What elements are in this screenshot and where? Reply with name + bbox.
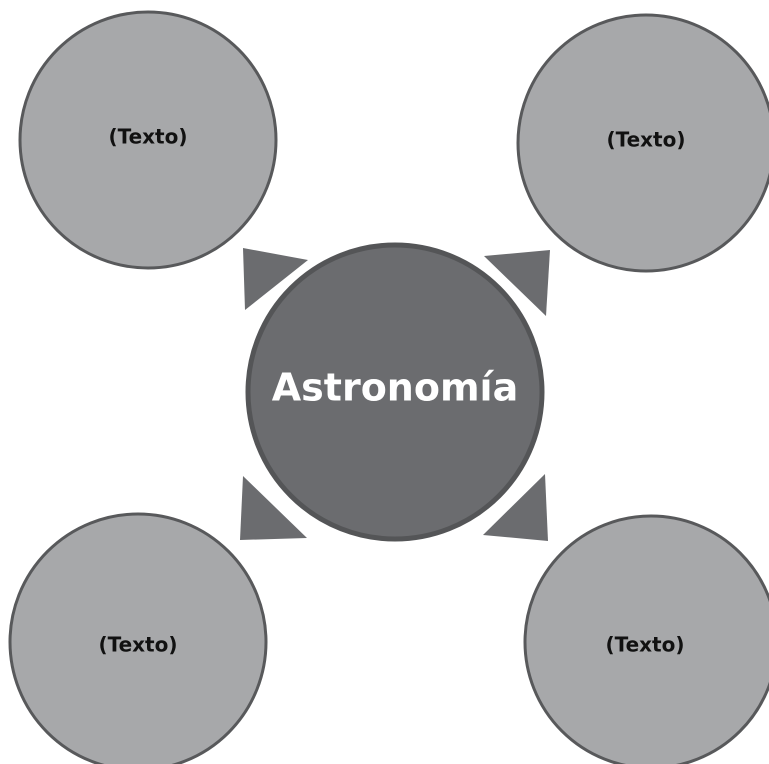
node-label: (Texto) [605,633,684,657]
arrow [243,248,308,310]
center-label: Astronomía [272,366,518,410]
node-circle [516,13,769,273]
node-circle [18,10,278,270]
node-label: (Texto) [98,633,177,657]
arrow [240,476,307,540]
arrow [483,474,548,541]
node-label: (Texto) [606,128,685,152]
node-circle [523,514,769,764]
center-circle [245,242,545,542]
arrow [484,250,550,316]
node-circle [8,512,268,764]
node-label: (Texto) [108,125,187,149]
